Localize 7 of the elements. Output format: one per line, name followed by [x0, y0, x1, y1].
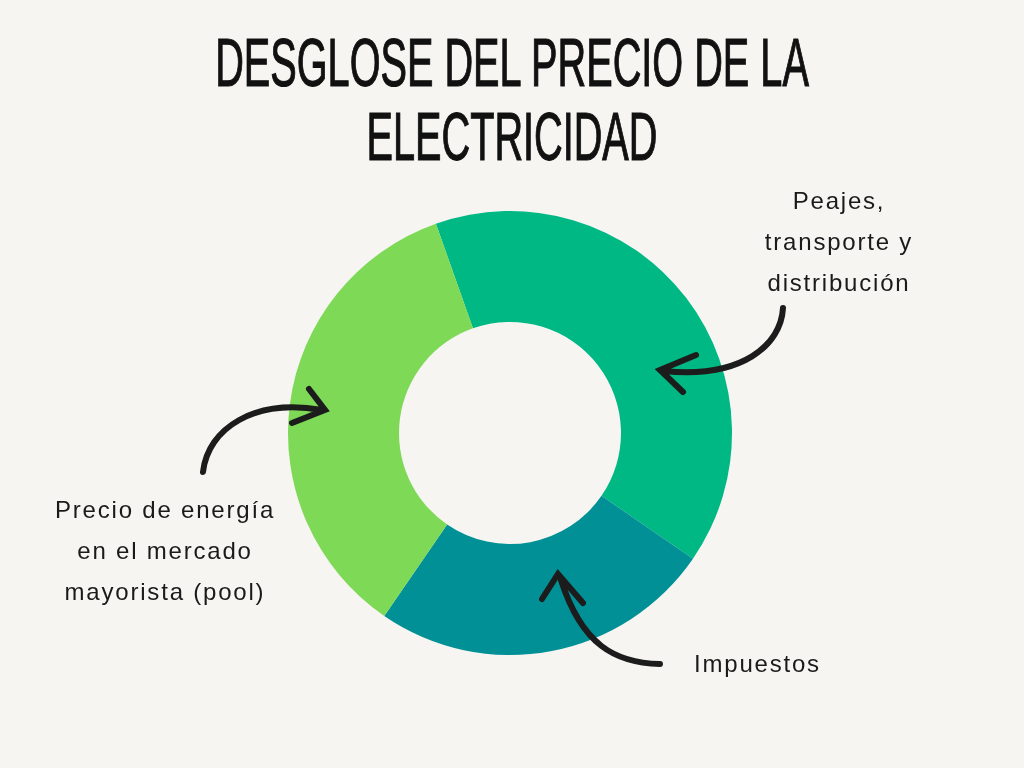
slice-label: Precio de energía en el mercado mayorista (pool) [54, 496, 276, 605]
donut-slice [288, 223, 473, 616]
chart-title: DESGLOSE DEL PRECIO DE LA ELECTRICIDAD [215, 23, 810, 175]
slice-label: Impuestos [694, 650, 821, 677]
donut-slice [384, 495, 693, 655]
slice-label: Peajes, transporte y distribución [764, 187, 914, 296]
donut-slice [435, 211, 732, 559]
